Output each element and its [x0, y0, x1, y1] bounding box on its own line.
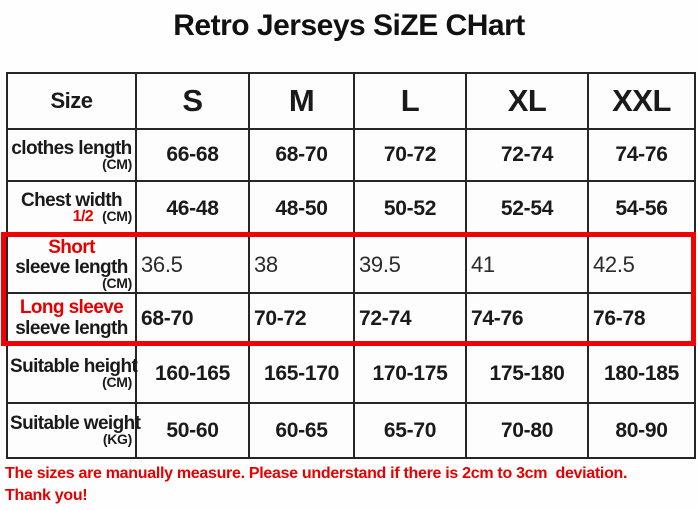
value-cell: 50-60	[137, 404, 250, 459]
row-label-red-text: Long sleeve	[19, 297, 124, 319]
value-cell: 76-78	[589, 294, 696, 345]
unit-row: 1/2 (CM)	[10, 208, 133, 226]
value-cell: 54-56	[589, 182, 696, 237]
footer-note-line1: The sizes are manually measure. Please u…	[5, 465, 628, 482]
row-label-text: sleeve length	[15, 317, 128, 339]
value-cell: 74-76	[589, 130, 696, 182]
value-cell: 74-76	[467, 294, 589, 345]
row-label-text: Suitable weight	[10, 413, 141, 435]
value-cell: 165-170	[250, 345, 355, 404]
row-label-red-text: Short	[48, 236, 95, 258]
row-label-chest-width: Chest width 1/2 (CM)	[8, 182, 137, 237]
row-label-short-sleeve: Short sleeve length (CM)	[8, 237, 137, 294]
row-label-suitable-height: Suitable height (CM)	[8, 345, 138, 404]
value-cell: 50-52	[355, 182, 467, 237]
value-cell: 80-90	[589, 404, 696, 459]
row-label-text: sleeve length	[15, 257, 128, 279]
row-label-suitable-weight: Suitable weight (KG)	[8, 404, 141, 459]
unit-label: (CM)	[102, 155, 132, 172]
value-cell: 72-74	[355, 294, 467, 345]
unit-label: (CM)	[102, 374, 132, 391]
footer-note: The sizes are manually measure. Please u…	[5, 463, 697, 507]
value-cell: 70-72	[250, 294, 355, 345]
header-cell-l: L	[355, 74, 467, 130]
value-cell: 70-80	[467, 404, 589, 459]
value-cell: 36.5	[137, 237, 250, 294]
header-cell-m: M	[250, 74, 355, 130]
fraction-label: 1/2	[72, 208, 94, 226]
value-cell: 70-72	[355, 130, 467, 182]
value-cell: 72-74	[467, 130, 589, 182]
row-label-text: clothes length	[11, 137, 132, 159]
header-cell-xxl: XXL	[589, 74, 696, 130]
value-cell: 52-54	[467, 182, 589, 237]
value-cell: 160-165	[137, 345, 250, 404]
value-cell: 66-68	[137, 130, 250, 182]
header-cell-xl: XL	[467, 74, 589, 130]
value-cell: 68-70	[137, 294, 250, 345]
unit-label: (KG)	[102, 431, 132, 448]
value-cell: 175-180	[467, 345, 589, 404]
value-cell: 38	[250, 237, 355, 294]
unit-label: (CM)	[102, 208, 132, 225]
row-label-text: Suitable height	[10, 356, 138, 378]
row-label-long-sleeve: Long sleeve sleeve length	[8, 294, 137, 345]
value-cell: 48-50	[250, 182, 355, 237]
row-label-text: Chest width	[20, 189, 123, 211]
value-cell: 180-185	[589, 345, 696, 404]
footer-note-line2: Thank you!	[5, 487, 88, 504]
unit-label: (CM)	[102, 275, 132, 292]
value-cell: 65-70	[355, 404, 467, 459]
value-cell: 41	[467, 237, 589, 294]
value-cell: 46-48	[137, 182, 250, 237]
value-cell: 68-70	[250, 130, 355, 182]
header-cell-size: Size	[8, 74, 137, 130]
value-cell: 42.5	[589, 237, 696, 294]
value-cell: 39.5	[355, 237, 467, 294]
value-cell: 170-175	[355, 345, 467, 404]
row-label-clothes-length: clothes length (CM)	[8, 130, 137, 182]
size-table: Size S M L XL XXL clothes length (CM) 66…	[6, 72, 696, 459]
value-cell: 60-65	[250, 404, 355, 459]
page-title: Retro Jerseys SiZE CHart	[173, 9, 525, 42]
header-cell-s: S	[137, 74, 250, 130]
